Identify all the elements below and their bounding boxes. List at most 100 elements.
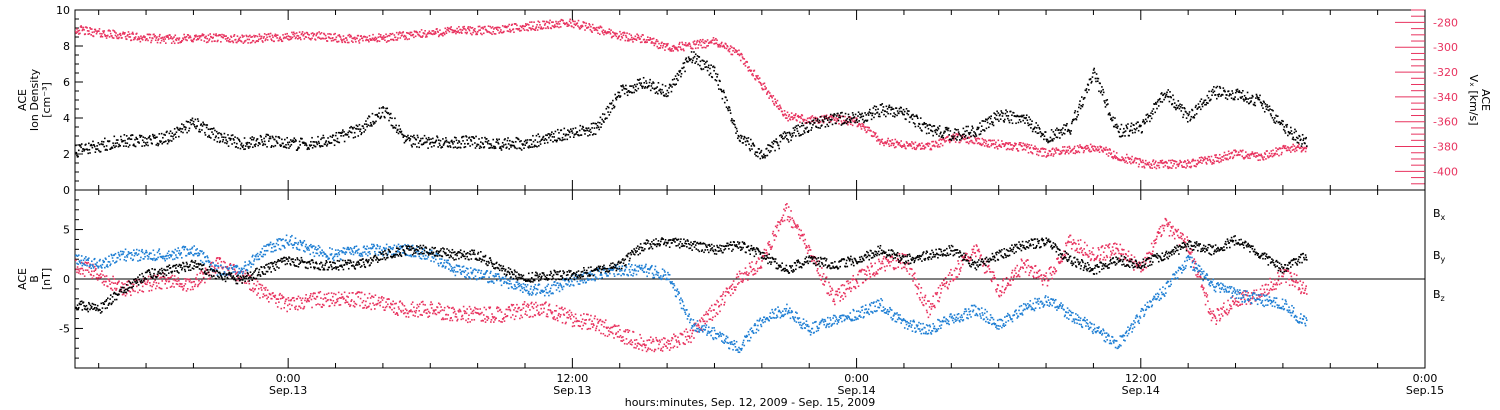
data-point xyxy=(1035,122,1037,124)
data-point xyxy=(209,128,212,131)
data-point xyxy=(1123,127,1125,130)
data-point xyxy=(603,113,606,116)
data-point xyxy=(300,307,302,309)
data-point xyxy=(792,117,795,119)
data-point xyxy=(434,31,437,33)
data-point xyxy=(481,311,483,314)
data-point xyxy=(394,36,397,39)
data-point xyxy=(921,147,924,150)
data-point xyxy=(274,144,277,147)
data-point xyxy=(1128,158,1130,161)
data-point xyxy=(395,124,397,127)
data-point xyxy=(770,95,773,98)
data-point xyxy=(260,286,262,289)
data-point xyxy=(427,147,429,149)
data-point xyxy=(226,37,229,40)
panel-top-frame xyxy=(74,9,1426,191)
data-point xyxy=(1130,158,1133,161)
data-point xyxy=(855,118,858,121)
data-point xyxy=(274,33,277,36)
data-point xyxy=(390,303,393,306)
data-point xyxy=(596,124,599,127)
data-point xyxy=(241,274,244,277)
data-point xyxy=(606,117,608,120)
data-point xyxy=(1076,145,1079,147)
data-point xyxy=(225,40,228,42)
data-point xyxy=(462,135,465,138)
data-point xyxy=(1256,97,1259,99)
data-point xyxy=(1085,88,1088,90)
data-point xyxy=(589,28,592,31)
data-point xyxy=(448,307,451,309)
data-point xyxy=(142,136,145,138)
data-point xyxy=(1262,107,1264,109)
data-point xyxy=(1242,149,1244,152)
data-point xyxy=(250,138,253,141)
data-point xyxy=(895,146,897,148)
data-point xyxy=(105,145,108,147)
data-point xyxy=(702,59,704,62)
data-point xyxy=(816,118,819,120)
data-point xyxy=(236,137,239,139)
data-point xyxy=(571,25,573,28)
data-point xyxy=(106,34,109,37)
data-point xyxy=(359,130,361,133)
data-point xyxy=(275,35,277,38)
data-point xyxy=(93,144,95,146)
data-point xyxy=(953,137,956,139)
data-point xyxy=(1300,138,1302,141)
data-point xyxy=(80,143,83,145)
data-point xyxy=(1115,126,1117,129)
data-point xyxy=(644,87,646,89)
data-point xyxy=(434,141,437,144)
data-point xyxy=(1298,135,1301,138)
data-point xyxy=(79,144,82,147)
data-point xyxy=(770,145,773,148)
data-point xyxy=(390,302,392,305)
data-point xyxy=(735,51,738,53)
data-point xyxy=(246,38,249,41)
data-point xyxy=(357,135,360,137)
data-point xyxy=(404,35,407,38)
data-point xyxy=(752,74,754,77)
data-point xyxy=(520,26,523,29)
data-point xyxy=(410,309,412,311)
data-point xyxy=(342,129,344,131)
data-point xyxy=(1305,136,1307,139)
data-point xyxy=(218,257,220,259)
data-point xyxy=(489,146,492,149)
data-point xyxy=(191,117,194,120)
data-point xyxy=(410,135,412,138)
data-point xyxy=(128,290,130,292)
data-point xyxy=(299,297,302,299)
data-point xyxy=(1066,151,1068,153)
data-point xyxy=(378,40,381,43)
data-point xyxy=(762,156,765,158)
data-point xyxy=(1140,124,1142,127)
data-point xyxy=(92,274,95,277)
data-point xyxy=(380,115,383,118)
data-point xyxy=(289,308,291,310)
data-point xyxy=(1251,94,1254,97)
data-point xyxy=(250,143,252,145)
data-point xyxy=(89,152,91,154)
data-point xyxy=(1088,148,1091,151)
data-point xyxy=(1242,156,1245,159)
data-point xyxy=(496,306,499,308)
data-point xyxy=(779,106,782,108)
data-point xyxy=(305,36,307,38)
data-point xyxy=(357,296,360,298)
data-point xyxy=(808,117,811,119)
data-point xyxy=(873,105,876,107)
data-point xyxy=(568,131,571,134)
data-point xyxy=(378,301,381,304)
data-point xyxy=(1018,115,1020,118)
data-point xyxy=(572,26,575,29)
data-point xyxy=(366,117,369,120)
data-point xyxy=(327,33,329,35)
data-point xyxy=(339,36,342,38)
data-point xyxy=(574,127,577,129)
data-point xyxy=(803,130,805,132)
data-point xyxy=(92,35,95,38)
data-point xyxy=(1176,163,1179,166)
